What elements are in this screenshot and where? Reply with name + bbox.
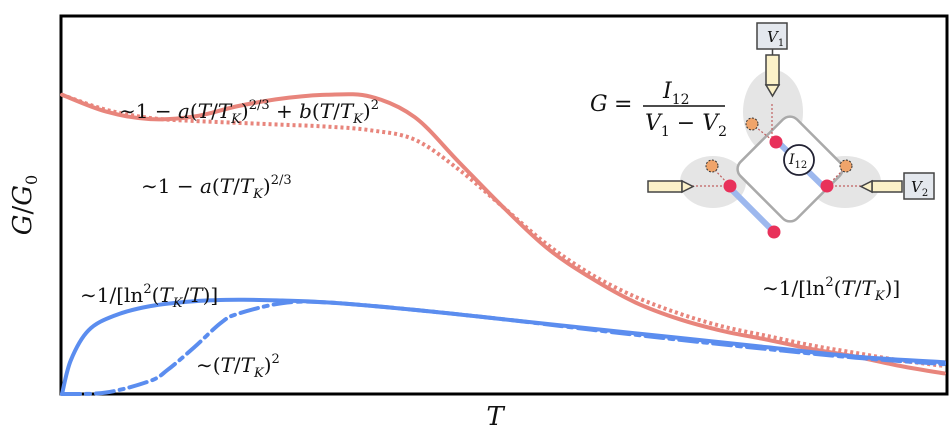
annotation-red-solid: ∼1 − a(T/TK)2/3 + b(T/TK)2 — [119, 98, 379, 127]
x-axis-title: T — [486, 402, 505, 432]
v2-label: V2 — [911, 178, 928, 199]
annotation-red-tail: ∼1/[ln2(T/TK)] — [762, 275, 900, 304]
red-dot-top — [769, 135, 783, 149]
svg-text:I12: I12 — [662, 79, 690, 108]
series-line-1 — [61, 92, 945, 368]
inset-illustration: V1 V2 I12 — [647, 22, 935, 239]
probe-right — [859, 172, 935, 200]
probe-left — [647, 179, 695, 194]
annotation-blue-solid: ∼1/[ln2(TK/T)] — [80, 282, 218, 311]
current-circle — [783, 144, 815, 176]
v1-label: V1 — [767, 28, 784, 49]
orange-dot-top — [745, 117, 759, 131]
svg-text:V1 − V2: V1 − V2 — [645, 111, 727, 140]
inset-blob-left — [680, 156, 746, 208]
svg-text:=: = — [614, 92, 632, 117]
probe-top — [756, 22, 788, 98]
plot-frame — [59, 14, 949, 396]
red-dot-bottom — [767, 225, 781, 239]
annotation-blue-dashdot: ∼(T/TK)2 — [196, 352, 280, 381]
red-dot-right — [820, 179, 834, 193]
red-dot-left — [723, 179, 737, 193]
series-line-3 — [60, 299, 946, 397]
y-axis-title: G/G0 — [8, 175, 41, 236]
svg-text:G: G — [590, 92, 608, 117]
orange-dot-left — [705, 159, 719, 173]
series-layer — [60, 92, 946, 397]
orange-dot-right — [839, 159, 853, 173]
inset-wire-left — [725, 183, 777, 235]
annotation-red-dotted: ∼1 − a(T/TK)2/3 — [141, 173, 292, 202]
i12-label: I12 — [788, 152, 807, 171]
conductance-formula: G = I12 V1 − V2 — [590, 79, 727, 140]
